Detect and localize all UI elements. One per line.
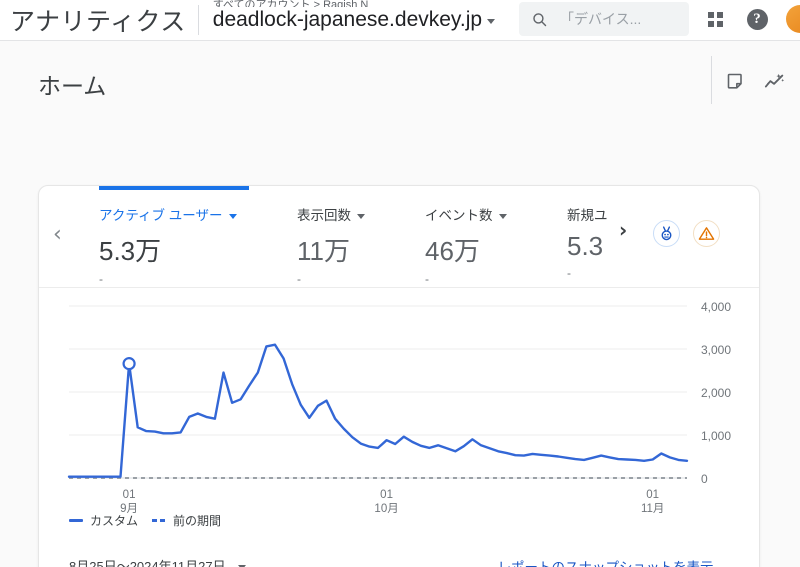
insight-badge-button[interactable]	[653, 220, 680, 247]
apps-grid-button[interactable]	[700, 4, 730, 34]
card-divider	[39, 287, 759, 288]
arrow-right-icon: →	[723, 558, 738, 567]
chart-canvas: 4,000 3,000 2,000 1,000 0 01 9月 01 10月 01 11月	[67, 300, 731, 515]
svg-text:11月: 11月	[641, 503, 664, 515]
medal-insight-icon	[661, 226, 672, 241]
view-report-snapshot-label: レポートのスナップショットを表示	[498, 556, 714, 567]
search-icon	[533, 12, 547, 26]
apps-grid-icon	[707, 11, 723, 27]
insights-sparkle-icon	[764, 73, 785, 88]
help-icon: ?	[746, 8, 768, 30]
search-input[interactable]: 「デバイス...	[519, 2, 689, 36]
metric-label-row[interactable]: アクティブ ユーザー	[99, 204, 237, 224]
brand-divider	[197, 5, 199, 35]
metric-events[interactable]: イベント数 46万 -	[425, 204, 507, 286]
svg-text:01: 01	[123, 489, 136, 501]
metric-label: アクティブ ユーザー	[99, 208, 223, 223]
metrics-next-button[interactable]: ›	[619, 218, 628, 242]
metric-value: 5.3	[567, 231, 604, 261]
legend-item-current[interactable]: カスタム	[69, 512, 138, 529]
overview-card: ‹ › アクティブ ユーザー 5.3万 - 表示回数 11万	[38, 185, 760, 567]
timeseries-chart[interactable]: 4,000 3,000 2,000 1,000 0 01 9月 01 10月 01 11月	[39, 288, 759, 538]
metric-label-row[interactable]: イベント数	[425, 204, 507, 224]
metric-label-row[interactable]: 表示回数	[297, 204, 365, 224]
svg-text:4,000: 4,000	[701, 300, 731, 314]
content-area: ホーム ‹ ›	[0, 41, 800, 567]
metric-views[interactable]: 表示回数 11万 -	[297, 204, 365, 286]
metric-label: イベント数	[425, 208, 493, 223]
metrics-prev-button[interactable]: ‹	[53, 222, 62, 247]
header-divider	[711, 56, 712, 104]
analytics-brand[interactable]: アナリティクス	[10, 8, 186, 36]
metric-new-users[interactable]: 新規ユ 5.3 -	[567, 204, 612, 280]
metric-value: 46万	[425, 236, 480, 266]
search-placeholder: 「デバイス...	[560, 11, 642, 27]
metric-value: 11万	[297, 236, 350, 266]
legend-label: カスタム	[90, 514, 139, 528]
property-name-button[interactable]: deadlock-japanese.devkey.jp	[212, 7, 496, 32]
date-range-label: 8月25日〜2024年11月27日	[69, 559, 226, 567]
note-button[interactable]	[723, 69, 749, 95]
svg-text:01: 01	[646, 489, 659, 501]
legend-swatch-solid-icon	[69, 519, 83, 522]
chevron-down-icon	[357, 213, 365, 219]
account-breadcrumb: すべてのアカウント > Ragish N	[212, 0, 369, 7]
page-title: ホーム	[38, 73, 107, 99]
chevron-down-icon	[237, 565, 246, 567]
metric-active-users[interactable]: アクティブ ユーザー 5.3万 -	[99, 204, 237, 286]
chevron-down-icon	[228, 213, 237, 219]
metric-value: 5.3万	[99, 236, 162, 266]
alert-badge-button[interactable]	[693, 220, 720, 247]
metrics-strip: アクティブ ユーザー 5.3万 - 表示回数 11万 -	[39, 204, 759, 286]
top-bar: アナリティクス すべてのアカウント > Ragish N deadlock-ja…	[0, 0, 800, 41]
active-metric-indicator	[99, 186, 249, 190]
svg-text:1,000: 1,000	[701, 429, 731, 443]
svg-text:9月: 9月	[120, 503, 138, 515]
chevron-down-icon	[487, 19, 496, 24]
note-icon	[727, 73, 742, 89]
legend-item-previous[interactable]: 前の期間	[152, 512, 221, 529]
svg-text:2,000: 2,000	[701, 386, 731, 400]
warning-triangle-icon	[698, 227, 715, 240]
svg-text:3,000: 3,000	[701, 343, 731, 357]
page-header: ホーム	[0, 41, 800, 118]
svg-text:10月: 10月	[374, 503, 398, 515]
metric-label: 新規ユ	[567, 208, 608, 223]
avatar[interactable]	[786, 5, 800, 33]
property-name-label: deadlock-japanese.devkey.jp	[212, 7, 483, 31]
metric-subtext: -	[425, 272, 429, 286]
metric-subtext: -	[567, 266, 571, 280]
svg-text:0: 0	[701, 472, 708, 486]
metric-label-row[interactable]: 新規ユ	[567, 204, 612, 224]
metric-subtext: -	[99, 272, 103, 286]
legend-label: 前の期間	[173, 514, 222, 528]
metric-subtext: -	[297, 272, 301, 286]
chart-legend: カスタム 前の期間	[69, 512, 221, 529]
svg-text:01: 01	[380, 489, 393, 501]
card-footer: 8月25日〜2024年11月27日 レポートのスナップショットを表示 →	[39, 546, 759, 567]
view-report-snapshot-link[interactable]: レポートのスナップショットを表示 →	[498, 556, 738, 567]
legend-swatch-dashed-icon	[152, 519, 167, 522]
insights-button[interactable]	[762, 69, 788, 95]
metric-label: 表示回数	[297, 208, 351, 223]
date-range-selector[interactable]: 8月25日〜2024年11月27日	[69, 556, 246, 567]
help-button[interactable]: ?	[742, 4, 772, 34]
chevron-down-icon	[498, 213, 507, 219]
